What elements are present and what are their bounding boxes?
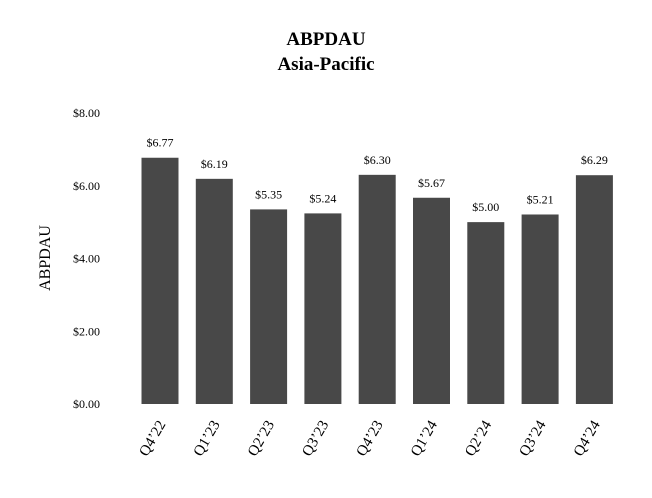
data-label: $5.00 xyxy=(472,200,499,214)
data-label: $6.77 xyxy=(147,136,174,150)
bars xyxy=(141,157,613,404)
chart-subtitle: Asia-Pacific xyxy=(277,54,374,75)
x-axis-ticks: Q4’22 Q1’23 Q2’23 Q3’23 Q4’23 Q1’24 Q2’24 Q3’24… xyxy=(136,418,604,460)
data-label: $6.19 xyxy=(201,157,228,171)
x-tick-label: Q2’24 xyxy=(462,418,495,460)
data-label: $6.29 xyxy=(581,153,608,167)
bar xyxy=(304,213,342,404)
x-tick-label: Q1’23 xyxy=(191,418,224,459)
data-label: $5.24 xyxy=(309,191,336,205)
data-label: $5.35 xyxy=(255,187,282,201)
x-tick-label: Q4’24 xyxy=(571,418,604,460)
chart-title: ABPDAU xyxy=(286,29,365,50)
bar xyxy=(250,209,288,404)
data-label: $5.67 xyxy=(418,176,445,190)
x-tick-label: Q4’22 xyxy=(136,418,169,459)
y-tick-label: $4.00 xyxy=(73,252,100,266)
data-label: $6.30 xyxy=(364,153,391,167)
bar xyxy=(141,157,179,404)
bar xyxy=(358,174,396,404)
x-tick-label: Q1’24 xyxy=(408,418,441,460)
bar xyxy=(195,178,233,404)
y-tick-label: $6.00 xyxy=(73,179,100,193)
data-label: $5.21 xyxy=(527,192,554,206)
x-tick-label: Q3’23 xyxy=(299,418,332,459)
y-axis-ticks: $0.00 $2.00 $4.00 $6.00 $8.00 xyxy=(73,106,100,411)
x-tick-label: Q4’23 xyxy=(354,418,387,459)
y-tick-label: $2.00 xyxy=(73,324,100,338)
bar xyxy=(467,222,505,404)
y-tick-label: $0.00 xyxy=(73,397,100,411)
bar xyxy=(521,214,559,404)
y-axis-label: ABPDAU xyxy=(37,225,54,291)
bar xyxy=(575,175,613,404)
x-tick-label: Q2’23 xyxy=(245,418,278,459)
data-labels: $6.77 $6.19 $5.35 $5.24 $6.30 $5.67 $5.00 $5.21… xyxy=(147,136,608,214)
x-tick-label: Q3’24 xyxy=(517,418,550,460)
y-tick-label: $8.00 xyxy=(73,106,100,120)
bar xyxy=(413,197,450,404)
